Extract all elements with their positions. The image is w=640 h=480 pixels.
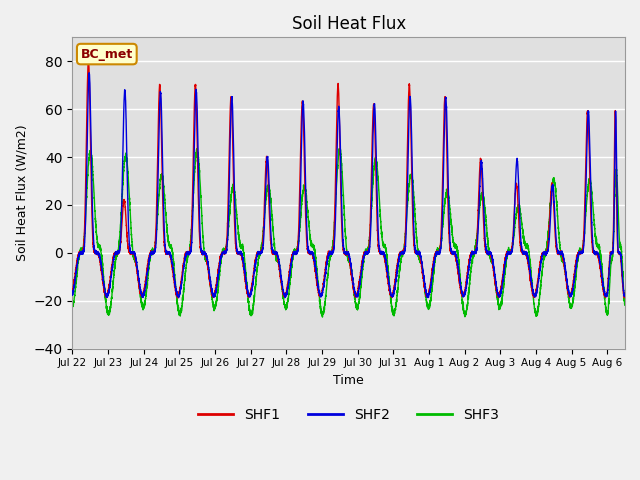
Title: Soil Heat Flux: Soil Heat Flux — [292, 15, 406, 33]
SHF2 — [134, 265, 141, 271]
SHF3 — [621, 302, 629, 308]
SHF1 — [279, 291, 287, 297]
SHF1 — [84, 57, 92, 63]
SHF2 — [486, 249, 494, 254]
SHF1 — [621, 289, 629, 295]
SHF1 — [134, 270, 141, 276]
SHF2 — [231, 214, 239, 220]
SHF3 — [279, 292, 287, 298]
SHF3 — [231, 195, 239, 201]
Legend: SHF1, SHF2, SHF3: SHF1, SHF2, SHF3 — [193, 402, 505, 428]
X-axis label: Time: Time — [333, 374, 364, 387]
SHF3 — [133, 265, 141, 271]
SHF2 — [279, 287, 287, 292]
Y-axis label: Soil Heat Flux (W/m2): Soil Heat Flux (W/m2) — [15, 125, 28, 261]
Line: SHF1: SHF1 — [72, 60, 625, 298]
SHF2 — [621, 291, 629, 297]
SHF3 — [486, 254, 494, 260]
Text: BC_met: BC_met — [81, 48, 133, 60]
SHF2 — [68, 292, 76, 298]
SHF3 — [319, 314, 326, 320]
SHF2 — [522, 250, 530, 256]
SHF1 — [522, 252, 530, 258]
SHF2 — [85, 70, 93, 76]
SHF1 — [486, 250, 494, 256]
SHF2 — [536, 267, 544, 273]
SHF3 — [536, 292, 544, 298]
SHF3 — [522, 243, 530, 249]
SHF1 — [174, 295, 182, 301]
Line: SHF2: SHF2 — [72, 73, 625, 298]
SHF1 — [68, 288, 76, 293]
SHF1 — [536, 262, 544, 268]
SHF3 — [68, 304, 76, 310]
SHF1 — [231, 233, 239, 239]
Line: SHF3: SHF3 — [72, 148, 625, 317]
SHF3 — [193, 145, 201, 151]
SHF2 — [175, 295, 182, 300]
